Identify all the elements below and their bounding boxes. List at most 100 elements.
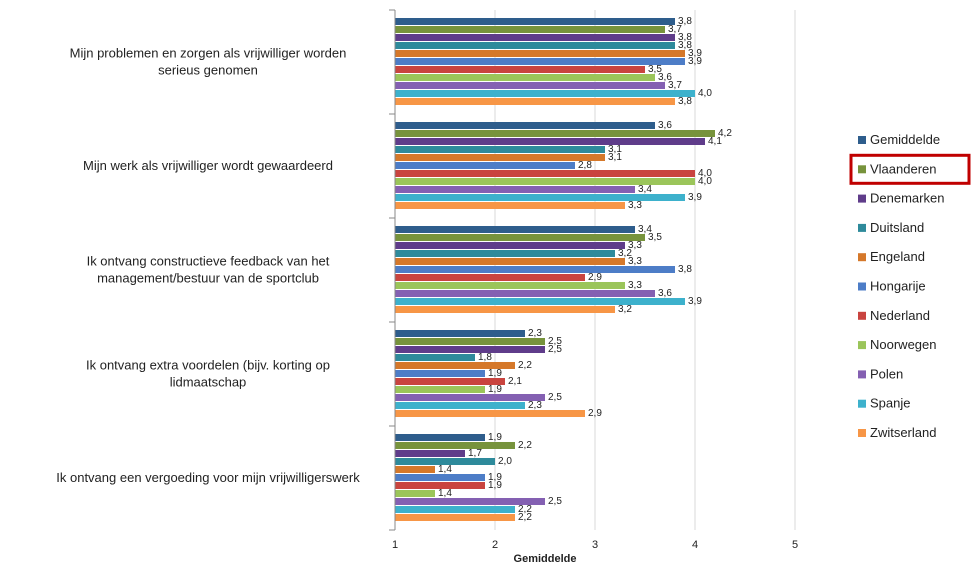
bar [395,298,685,305]
data-label: 2,2 [518,440,532,451]
data-label: 3,1 [608,152,622,163]
data-label: 1,9 [488,432,502,443]
category-label: lidmaatschap [170,375,247,390]
data-label: 1,7 [468,448,482,459]
category-labels: Mijn problemen en zorgen als vrijwillige… [56,46,360,486]
bar [395,466,435,473]
data-label: 3,9 [688,192,702,203]
data-label: 2,9 [588,408,602,419]
bar [395,330,525,337]
data-label: 3,6 [658,120,672,131]
bar [395,362,515,369]
bar [395,130,715,137]
data-label: 3,7 [668,80,682,91]
data-label: 2,9 [588,272,602,283]
x-axis-ticks: 1 2 3 4 5 [392,539,798,551]
data-label: 3,9 [688,56,702,67]
data-label: 1,9 [488,384,502,395]
data-label: 2,3 [528,400,542,411]
data-label: 1,9 [488,472,502,483]
data-label: 3,4 [638,184,652,195]
x-tick-label: 3 [592,539,598,551]
bar [395,378,505,385]
data-label: 3,4 [638,224,652,235]
bar [395,170,695,177]
bar [395,258,625,265]
bar [395,234,645,241]
bar [395,66,645,73]
data-label: 2,2 [518,504,532,515]
data-label: 3,1 [608,144,622,155]
data-label: 2,5 [548,344,562,355]
bar [395,250,615,257]
data-label: 3,2 [618,304,632,315]
legend-swatch [858,311,866,320]
x-tick-label: 4 [692,539,698,551]
category-label: Mijn problemen en zorgen als vrijwillige… [70,46,347,61]
bar [395,18,675,25]
data-label: 3,3 [628,200,642,211]
data-label: 3,8 [678,264,692,275]
data-label: 2,5 [548,392,562,403]
bar [395,442,515,449]
category-label: Mijn werk als vrijwilliger wordt gewaard… [83,158,333,173]
bar [395,458,495,465]
data-label: 3,6 [658,288,672,299]
bar [395,274,585,281]
data-label: 2,5 [548,336,562,347]
bar [395,154,605,161]
bar [395,202,625,209]
data-label: 4,2 [718,128,732,139]
legend-entry: Nederland [870,308,930,323]
bar [395,474,485,481]
bar [395,186,635,193]
bar [395,354,475,361]
bar [395,506,515,513]
bar [395,50,685,57]
bar [395,122,655,129]
legend-entry: Spanje [870,396,910,411]
data-label: 3,8 [678,96,692,107]
x-tick-label: 2 [492,539,498,551]
data-label: 3,6 [658,72,672,83]
data-label: 1,8 [478,352,492,363]
legend-entry: Engeland [870,249,925,264]
data-labels: 3,83,73,83,83,93,93,53,63,74,03,83,64,24… [438,16,732,523]
data-label: 3,8 [678,40,692,51]
bar [395,450,465,457]
legend-entry: Vlaanderen [870,161,937,176]
bar [395,58,685,65]
data-label: 1,4 [438,488,452,499]
bar [395,74,655,81]
category-label: Ik ontvang extra voordelen (bijv. kortin… [86,358,330,373]
data-label: 3,9 [688,296,702,307]
data-label: 1,4 [438,464,452,475]
data-label: 4,0 [698,168,712,179]
bar [395,394,545,401]
data-label: 1,9 [488,480,502,491]
bar [395,194,685,201]
data-label: 4,0 [698,88,712,99]
bar [395,90,695,97]
bar [395,482,485,489]
category-label: Ik ontvang een vergoeding voor mijn vrij… [56,470,360,485]
legend-swatch [858,165,866,174]
bar [395,490,435,497]
data-label: 2,0 [498,456,512,467]
x-axis-label: Gemiddelde [514,553,577,565]
legend-swatch [858,429,866,437]
legend-entry: Noorwegen [870,337,937,352]
bar [395,402,525,409]
legend-swatch [858,399,866,408]
data-label: 3,5 [648,232,662,243]
data-label: 3,9 [688,48,702,59]
data-label: 2,1 [508,376,522,387]
x-tick-label: 5 [792,539,798,551]
legend-entry: Hongarije [870,279,926,294]
bar [395,338,545,345]
legend-swatch [858,282,866,291]
data-label: 2,2 [518,512,532,523]
category-label: serieus genomen [158,63,258,78]
bar [395,498,545,505]
bar [395,178,695,185]
